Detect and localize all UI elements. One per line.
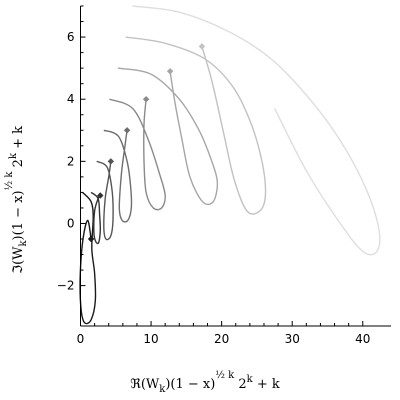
series-curve-8 [132, 5, 381, 256]
series-curve-5 [109, 98, 166, 211]
series-layer [79, 5, 381, 325]
x-tick-label: 30 [285, 332, 300, 346]
series-curve-7 [125, 36, 267, 215]
series-marker-6 [166, 68, 174, 75]
x-tick-label: 0 [77, 332, 85, 346]
y-axis-label: ℑ(Wk)(1 − x)½ k 2k + k [4, 126, 29, 274]
series-curve-3 [96, 160, 114, 241]
x-tick-label: 10 [143, 332, 158, 346]
series-curve-4 [103, 129, 133, 223]
series-curve-2 [90, 191, 102, 245]
ticks-layer: 0 10 20 30 40 −2 0 2 4 6 [57, 5, 370, 346]
series-marker-2 [97, 192, 104, 199]
x-tick-label: 40 [355, 332, 370, 346]
series-curve-1 [79, 191, 97, 325]
y-tick-label: −2 [57, 279, 75, 293]
series-marker-4 [123, 127, 131, 134]
y-tick-label: 6 [67, 30, 75, 44]
y-tick-label: 0 [67, 216, 75, 230]
y-tick-label: 2 [67, 154, 75, 168]
series-marker-1 [87, 235, 95, 243]
series-marker-7 [198, 43, 206, 50]
series-marker-5 [142, 95, 150, 103]
x-axis-label: ℜ(Wk)(1 − x)½ k 2k + k [130, 370, 280, 395]
series-marker-3 [107, 158, 115, 165]
x-tick-label: 20 [214, 332, 229, 346]
y-tick-label: 4 [67, 92, 75, 106]
series-curve-6 [117, 67, 219, 206]
axes-layer [80, 6, 391, 327]
